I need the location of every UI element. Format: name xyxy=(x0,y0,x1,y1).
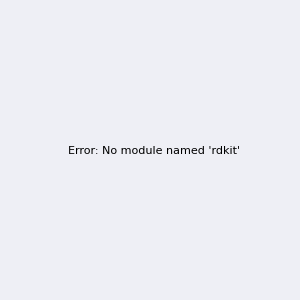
Text: Error: No module named 'rdkit': Error: No module named 'rdkit' xyxy=(68,146,240,157)
